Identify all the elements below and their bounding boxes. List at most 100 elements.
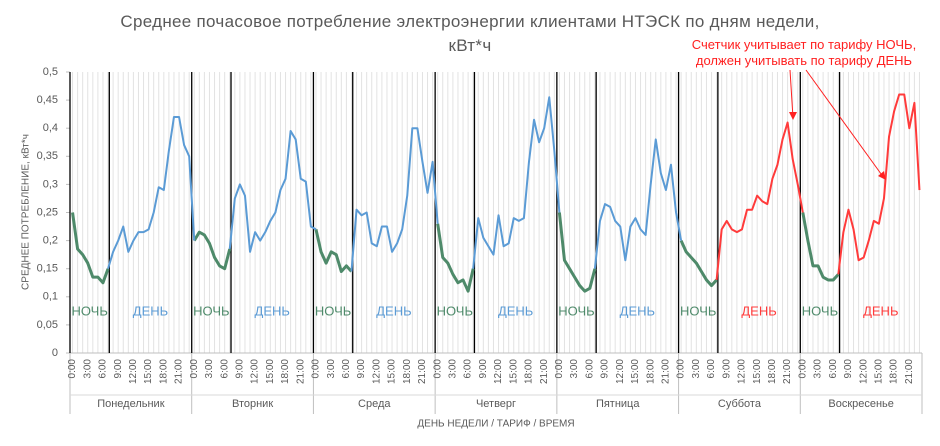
x-axis-title: ДЕНЬ НЕДЕЛИ / ТАРИФ / ВРЕМЯ xyxy=(417,419,574,430)
hour-label: 21:00 xyxy=(661,359,672,384)
hour-label: 12:00 xyxy=(371,359,382,384)
hour-label: 15:00 xyxy=(143,359,154,384)
zone-label: ДЕНЬ xyxy=(255,303,290,318)
hour-label: 12:00 xyxy=(858,359,869,384)
y-tick-label: 0,15 xyxy=(37,263,58,275)
y-tick-label: 0,4 xyxy=(43,122,58,134)
zone-label: НОЧЬ xyxy=(437,303,473,318)
hour-label: 15:00 xyxy=(874,359,885,384)
hour-label: 18:00 xyxy=(767,359,778,384)
hour-label: 18:00 xyxy=(645,359,656,384)
y-axis-title: СРЕДНЕЕ ПОТРЕБЛЕНИЕ, кВт*ч xyxy=(21,134,32,290)
zone-label: ДЕНЬ xyxy=(498,303,533,318)
y-tick-label: 0,05 xyxy=(37,319,58,331)
hour-label: 12:00 xyxy=(737,359,748,384)
hour-label: 18:00 xyxy=(889,359,900,384)
hour-label: 6:00 xyxy=(341,359,352,379)
hour-label: 6:00 xyxy=(706,359,717,379)
hour-label: 21:00 xyxy=(174,359,185,384)
arrow xyxy=(789,69,794,119)
zone-label: НОЧЬ xyxy=(193,303,229,318)
y-tick-label: 0,5 xyxy=(43,66,58,78)
hour-label: 6:00 xyxy=(98,359,109,379)
hour-label: 21:00 xyxy=(782,359,793,384)
line-segment xyxy=(801,212,840,282)
hour-label: 3:00 xyxy=(691,359,702,379)
y-tick-label: 0,25 xyxy=(37,206,58,218)
line-segment xyxy=(436,223,475,293)
line-segment xyxy=(107,115,196,269)
y-tick-label: 0,3 xyxy=(43,178,58,190)
hour-label: 15:00 xyxy=(508,359,519,384)
zone-label: ДЕНЬ xyxy=(620,303,655,318)
y-tick-label: 0,2 xyxy=(43,235,58,247)
background xyxy=(66,71,923,414)
hour-label: 12:00 xyxy=(250,359,261,384)
line-segment xyxy=(350,127,439,272)
hour-label: 6:00 xyxy=(584,359,595,379)
line-segment xyxy=(557,212,597,293)
line-segment xyxy=(314,229,353,274)
zone-label: ДЕНЬ xyxy=(133,303,168,318)
hour-label: 3:00 xyxy=(448,359,459,379)
hour-label: 3:00 xyxy=(813,359,824,379)
hour-label: 18:00 xyxy=(524,359,535,384)
plot xyxy=(71,93,921,293)
hour-label: 6:00 xyxy=(828,359,839,379)
hour-label: 9:00 xyxy=(721,359,732,379)
hour-label: 21:00 xyxy=(904,359,915,384)
line-segment xyxy=(472,96,561,269)
zone-label: ДЕНЬ xyxy=(376,303,411,318)
day-label: Пятница xyxy=(596,398,640,410)
hour-label: 0:00 xyxy=(67,359,78,379)
arrow-head xyxy=(789,112,797,120)
y-tick-label: 0,1 xyxy=(43,291,58,303)
line-segment xyxy=(593,138,683,269)
hour-label: 3:00 xyxy=(569,359,580,379)
day-label: Четверг xyxy=(476,398,516,410)
hour-label: 15:00 xyxy=(752,359,763,384)
hour-label: 0:00 xyxy=(554,359,565,379)
hour-label: 15:00 xyxy=(630,359,641,384)
line-segment xyxy=(715,121,804,281)
hour-label: 9:00 xyxy=(235,359,246,379)
y-tick-label: 0,35 xyxy=(37,150,58,162)
hour-label: 15:00 xyxy=(265,359,276,384)
hour-label: 6:00 xyxy=(463,359,474,379)
day-label: Среда xyxy=(358,398,391,410)
line-segment xyxy=(71,212,110,285)
hour-label: 9:00 xyxy=(478,359,489,379)
hour-label: 18:00 xyxy=(402,359,413,384)
hour-label: 3:00 xyxy=(326,359,337,379)
hour-label: 9:00 xyxy=(600,359,611,379)
hour-label: 6:00 xyxy=(219,359,230,379)
line-segment xyxy=(228,130,317,253)
hour-label: 0:00 xyxy=(189,359,200,379)
chart-title: Среднее почасовое потребление электроэне… xyxy=(120,12,820,55)
hour-label: 21:00 xyxy=(417,359,428,384)
line-segment xyxy=(192,230,232,271)
line-segment xyxy=(679,239,718,288)
hour-label: 12:00 xyxy=(493,359,504,384)
hour-label: 0:00 xyxy=(311,359,322,379)
hour-label: 9:00 xyxy=(843,359,854,379)
zone-label: НОЧЬ xyxy=(680,303,716,318)
zone-label: НОЧЬ xyxy=(71,303,107,318)
hour-label: 3:00 xyxy=(204,359,215,379)
hour-label: 0:00 xyxy=(432,359,443,379)
zone-label: НОЧЬ xyxy=(558,303,594,318)
hour-label: 3:00 xyxy=(82,359,93,379)
annotation: Счетчик учитывает по тарифу НОЧЬ, должен… xyxy=(691,37,917,68)
hour-label: 18:00 xyxy=(158,359,169,384)
line-segment xyxy=(837,93,921,275)
day-label: Понедельник xyxy=(97,398,165,410)
zone-label: НОЧЬ xyxy=(315,303,351,318)
hour-label: 0:00 xyxy=(676,359,687,379)
day-label: Суббота xyxy=(718,398,762,410)
hour-label: 18:00 xyxy=(280,359,291,384)
day-label: Вторник xyxy=(232,398,273,410)
hour-label: 21:00 xyxy=(539,359,550,384)
y-tick-label: 0,45 xyxy=(37,94,58,106)
